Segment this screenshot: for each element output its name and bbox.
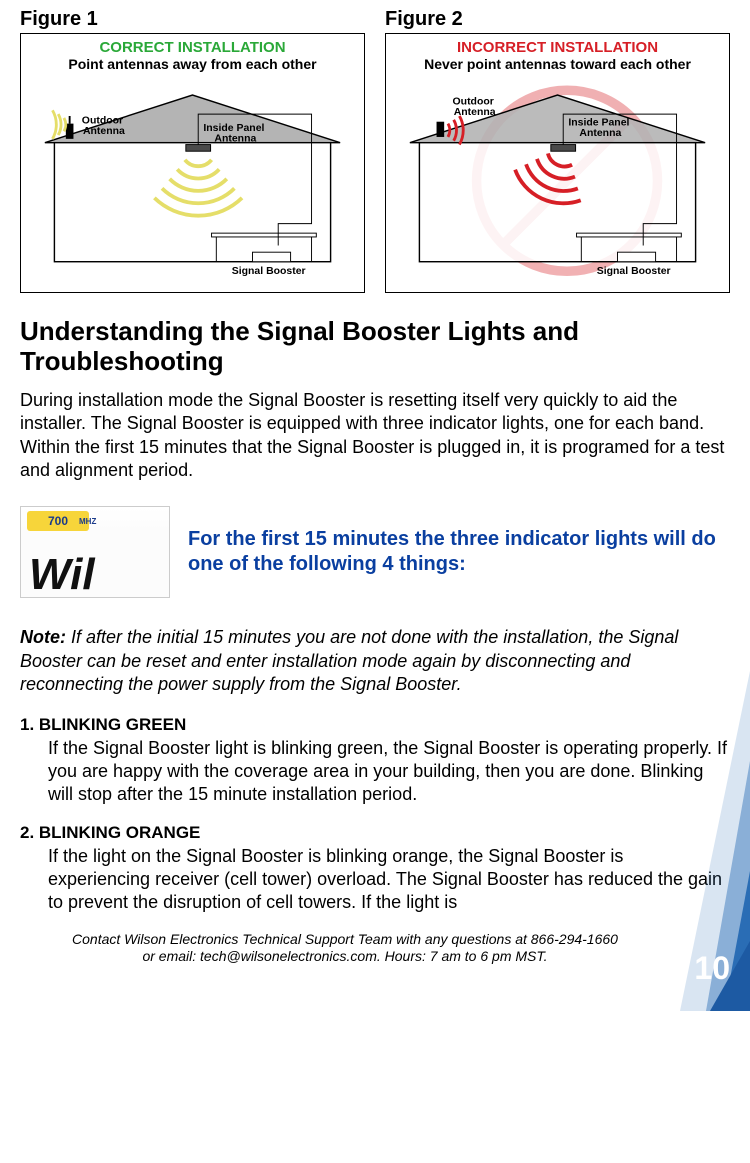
item-2-body: If the light on the Signal Booster is bl… bbox=[20, 845, 730, 915]
note-label: Note: bbox=[20, 627, 66, 647]
figure-1-title: Figure 1 bbox=[20, 8, 365, 31]
figure-2-status: INCORRECT INSTALLATION bbox=[392, 40, 723, 57]
svg-text:Outdoor Antenna: Outdoor Antenna bbox=[82, 116, 126, 137]
footer: Contact Wilson Electronics Technical Sup… bbox=[20, 931, 730, 991]
svg-text:Wil: Wil bbox=[29, 550, 95, 598]
intro-text: During installation mode the Signal Boos… bbox=[20, 389, 730, 483]
figure-1: Figure 1 CORRECT INSTALLATION Point ante… bbox=[20, 8, 365, 293]
figure-2-title: Figure 2 bbox=[385, 8, 730, 31]
item-1-body: If the Signal Booster light is blinking … bbox=[20, 737, 730, 807]
figure-2-subline: Never point antennas toward each other bbox=[392, 57, 723, 72]
svg-text:700: 700 bbox=[48, 514, 68, 528]
page-number: 10 bbox=[694, 950, 730, 987]
figure-2-box: INCORRECT INSTALLATION Never point anten… bbox=[385, 33, 730, 293]
svg-text:Signal Booster: Signal Booster bbox=[597, 266, 671, 276]
svg-text:Signal Booster: Signal Booster bbox=[232, 266, 306, 276]
note-block: Note: If after the initial 15 minutes yo… bbox=[20, 626, 730, 696]
item-1: 1. BLINKING GREEN If the Signal Booster … bbox=[20, 715, 730, 807]
item-2-heading: 2. BLINKING ORANGE bbox=[20, 823, 730, 843]
figure-1-box: CORRECT INSTALLATION Point antennas away… bbox=[20, 33, 365, 293]
note-text: If after the initial 15 minutes you are … bbox=[20, 627, 678, 694]
footer-text: Contact Wilson Electronics Technical Sup… bbox=[20, 931, 730, 965]
figure-2-diagram: Outdoor Antenna Inside Panel bbox=[392, 76, 723, 276]
footer-line-1: Contact Wilson Electronics Technical Sup… bbox=[72, 931, 618, 947]
callout-text: For the first 15 minutes the three indic… bbox=[188, 527, 730, 577]
svg-text:Outdoor Antenna: Outdoor Antenna bbox=[453, 96, 497, 117]
callout-image: 700 MHZ Wil bbox=[20, 506, 170, 598]
figure-1-subline: Point antennas away from each other bbox=[27, 57, 358, 72]
item-2: 2. BLINKING ORANGE If the light on the S… bbox=[20, 823, 730, 915]
svg-text:MHZ: MHZ bbox=[79, 517, 96, 526]
item-1-heading: 1. BLINKING GREEN bbox=[20, 715, 730, 735]
footer-line-2: or email: tech@wilsonelectronics.com. Ho… bbox=[142, 948, 547, 964]
figure-1-diagram: Outdoor Antenna Inside bbox=[27, 76, 358, 276]
figure-1-status: CORRECT INSTALLATION bbox=[27, 40, 358, 57]
callout-row: 700 MHZ Wil For the first 15 minutes the… bbox=[20, 506, 730, 598]
figures-row: Figure 1 CORRECT INSTALLATION Point ante… bbox=[20, 8, 730, 293]
section-heading: Understanding the Signal Booster Lights … bbox=[20, 317, 730, 377]
figure-2: Figure 2 INCORRECT INSTALLATION Never po… bbox=[385, 8, 730, 293]
